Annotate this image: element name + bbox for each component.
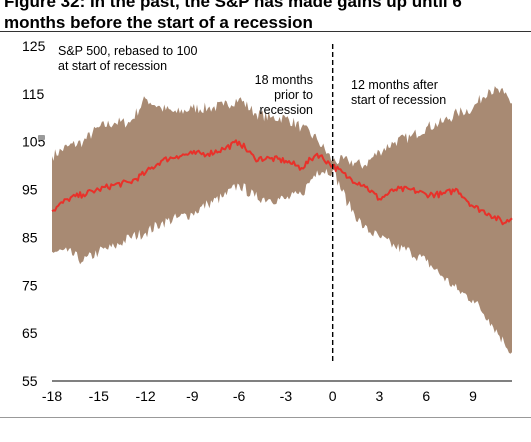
y-tick-label: 85 [22,229,38,245]
x-tick-label: 9 [469,388,477,404]
annotation-prior: prior to [274,88,313,102]
x-tick-label: -15 [89,388,109,404]
y-tick-label: 125 [22,38,46,54]
average-line [51,139,513,226]
range-band-layer [52,86,512,354]
x-tick-label: 3 [376,388,384,404]
x-tick-label: -12 [135,388,155,404]
x-tick-label: -18 [42,388,62,404]
x-tick-label: -6 [233,388,246,404]
x-tick-label: 0 [329,388,337,404]
chart-title-line-1: Figure 32: In the past, the S&P has made… [4,0,462,11]
chart-title: Figure 32: In the past, the S&P has made… [4,0,529,33]
x-tick-label: -9 [186,388,199,404]
annotation-after: start of recession [351,93,446,107]
x-tick-labels: -18 -15 -12 -9 -6 -3 0 3 6 9 [42,388,477,404]
axis-marker-icon [38,135,45,140]
y-axis-label: S&P 500, rebased to 100 [58,44,198,58]
y-axis-label: at start of recession [58,59,167,73]
x-tick-label: -3 [280,388,293,404]
y-tick-label: 55 [22,373,38,389]
range-band [52,86,512,354]
y-tick-label: 115 [22,86,45,102]
x-tick-label: 6 [422,388,430,404]
annotation-after: 12 months after [351,78,438,92]
average-line-layer [51,139,513,226]
y-tick-label: 65 [22,325,38,341]
bottom-rule [0,417,531,418]
title-rule [0,31,531,32]
y-tick-label: 75 [22,277,38,293]
y-tick-label: 95 [22,182,38,198]
annotation-prior: recession [260,103,314,117]
chart-title-line-2: months before the start of a recession [4,13,313,32]
annotation-prior: 18 months [255,73,313,87]
